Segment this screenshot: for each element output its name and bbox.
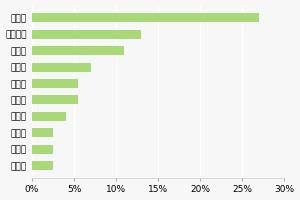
- Bar: [32, 145, 53, 154]
- Bar: [32, 79, 78, 88]
- Bar: [32, 95, 78, 104]
- Bar: [32, 112, 66, 121]
- Bar: [32, 30, 141, 39]
- Bar: [32, 128, 53, 137]
- Bar: [32, 63, 91, 72]
- Bar: [32, 13, 259, 22]
- Bar: [32, 161, 53, 170]
- Bar: [32, 46, 124, 55]
